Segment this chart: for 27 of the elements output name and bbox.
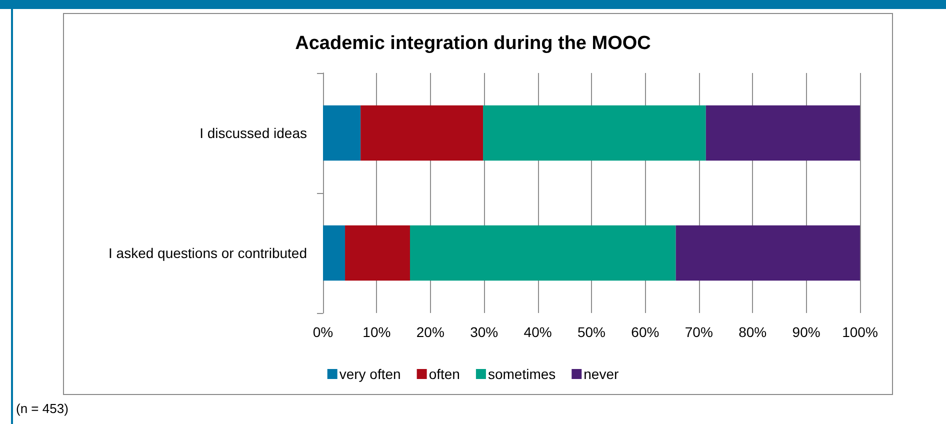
- legend-label: never: [584, 366, 619, 382]
- bar: [360, 105, 484, 161]
- legend-label: sometimes: [488, 366, 556, 382]
- chart-title: Academic integration during the MOOC: [295, 33, 652, 54]
- bar: [676, 225, 860, 281]
- x-tick-label: 80%: [738, 324, 767, 340]
- bar: [345, 225, 410, 281]
- bar: [706, 105, 860, 161]
- bar: [483, 105, 706, 161]
- text: (n = 453): [16, 401, 68, 416]
- bar: [410, 225, 676, 281]
- x-tick-label: 70%: [684, 324, 713, 340]
- bar: [323, 105, 361, 161]
- x-tick-label: 30%: [470, 324, 498, 340]
- x-tick-label: 10%: [362, 324, 391, 340]
- x-tick-label: 100%: [842, 324, 878, 340]
- x-tick-label: 50%: [577, 324, 606, 340]
- legend-label: very often: [339, 366, 401, 382]
- y-tick-label: I asked questions or contributed: [108, 245, 307, 261]
- bar: [323, 225, 346, 281]
- x-tick-label: 60%: [631, 324, 660, 340]
- x-tick-label: 0%: [312, 324, 334, 340]
- x-tick-label: 40%: [524, 324, 552, 340]
- x-tick-label: 90%: [792, 324, 820, 340]
- x-tick-label: 20%: [416, 324, 444, 340]
- legend-label: often: [428, 366, 460, 382]
- y-tick-label: I discussed ideas: [200, 125, 307, 141]
